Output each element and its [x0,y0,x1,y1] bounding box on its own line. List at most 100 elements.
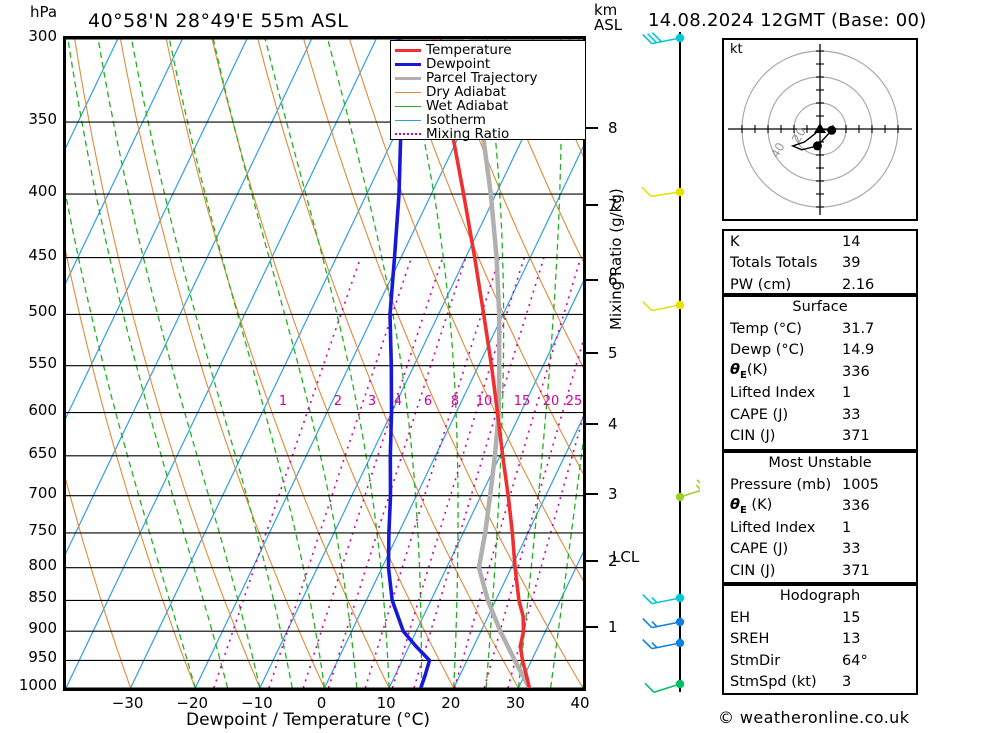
wet-adiabat-line [130,39,293,688]
height-tick-label: 2 [608,552,618,571]
height-tick-mark [586,279,598,282]
wind-barb-flag [642,301,653,312]
dewpoint-curve [386,39,432,688]
row-value: 1005 [842,476,879,493]
legend-label: Mixing Ratio [426,125,510,142]
table-row: Lifted Index 1 [724,517,916,539]
isotherm-line [66,39,183,284]
mixing-ratio-line [213,257,362,688]
wind-barb-flag [642,618,653,629]
mixing-ratio-label: 20 [542,393,560,409]
pressure-tick-label: 1000 [18,676,57,694]
x-axis-tick-label: −10 [241,694,273,712]
pressure-tick-label: 800 [28,555,57,574]
pressure-tick-label: 650 [28,443,57,462]
mixing-ratio-label: 4 [393,393,403,409]
pressure-unit-label: hPa [30,3,58,21]
table-row: CIN (J) 371 [724,560,916,582]
row-label: CAPE (J) [730,406,789,423]
mixing-ratio-axis-title: Mixing Ratio (g/kg) [607,188,625,330]
pressure-tick-label: 350 [28,110,57,129]
legend-item: Parcel Trajectory [395,71,585,85]
parcel-line [464,39,532,688]
table-row: Temp (°C) 31.7 [724,318,916,340]
temperature-axis-ticks: −30 −20 −10 0 10 20 30 40 [63,694,590,714]
wind-barb-shaft [651,304,681,312]
row-label: StmDir [730,652,781,669]
height-tick-label: 5 [608,344,618,363]
isotherm-line [259,39,571,688]
pressure-tick-label: 950 [28,648,57,667]
most-unstable-table: Most Unstable Pressure (mb) 1005 θE (K) 336 L… [722,451,918,584]
dry-adiabat-line [440,39,583,369]
x-axis-tick-label: 40 [570,694,590,712]
mixing-ratio-label: 2 [333,393,343,409]
table-row: Lifted Index 1 [724,383,916,405]
legend-label: Isotherm [426,111,486,128]
x-axis-tick-label: 30 [505,694,525,712]
wind-barb-shaft [653,683,681,694]
isotherm-line [453,416,583,688]
row-value: 14 [842,233,861,250]
legend-swatch [395,105,421,107]
legend-swatch [395,119,421,121]
temp-line [432,39,532,688]
wind-barb-flag [642,639,653,650]
legend-label: Wet Adiabat [426,97,509,114]
row-label: Temp (°C) [730,320,802,337]
isotherm-line [517,551,583,688]
pressure-tick-label: 700 [28,483,57,502]
pressure-tick-label: 750 [28,520,57,539]
table-title: Most Unstable [768,455,872,471]
legend-swatch [395,48,421,52]
row-label: Dewp (°C) [730,342,805,359]
x-axis-tick-label: −20 [176,694,209,712]
hodograph-point [827,125,837,135]
height-tick-mark [586,560,598,563]
wind-barb-flag [642,594,653,605]
table-row: Dewp (°C) 14.9 [724,340,916,362]
copyright-credit: © weatheronline.co.uk [718,708,910,727]
row-value: 33 [842,406,861,423]
x-axis-tick-label: 0 [316,694,327,712]
hodograph-unit-label: kt [730,42,743,57]
legend-item: Wet Adiabat [395,99,585,113]
row-value: 371 [842,562,870,579]
row-label: Pressure (mb) [730,476,832,493]
isotherm-line [66,39,377,688]
storm-motion-marker [814,123,826,133]
height-tick-mark [586,352,598,355]
legend-item: Isotherm [395,113,585,127]
row-value: 371 [842,428,870,445]
wind-barb-flag [642,34,653,45]
wind-barb-flag [641,186,652,197]
mixing-ratio-line [453,257,582,688]
row-label: PW (cm) [730,276,792,293]
table-row: StmDir 64° [724,650,916,672]
row-label: Lifted Index [730,385,816,402]
hodograph-point [812,141,822,151]
skewt-diagram[interactable] [63,36,586,691]
mixing-ratio-label: 1 [278,393,288,409]
legend-item: Dewpoint [395,57,585,71]
row-value: 336 [842,363,870,380]
height-tick-label: 3 [608,484,618,503]
dewp-line [386,39,432,688]
row-label: CIN (J) [730,428,776,445]
hodograph-stats-table: Hodograph EH 15 SREH 13 StmDir 64° StmSpd (kt) 3 [722,584,918,695]
pressure-tick-label: 500 [28,302,57,321]
row-value: 15 [842,609,861,626]
row-value: 2.16 [842,276,875,293]
pressure-tick-label: 850 [28,588,57,607]
hodograph[interactable]: kt 20 40 [722,38,918,221]
isotherm-line [388,280,583,688]
table-title: Surface [792,299,848,315]
legend-swatch [395,133,421,135]
row-value: 1 [842,385,852,402]
pressure-tick-label: 550 [28,353,57,372]
height-tick-mark [586,204,598,207]
lcl-label: LCL [612,547,640,566]
mixing-ratio-line [302,257,444,688]
pressure-tick-label: 300 [28,27,57,45]
pressure-tick-label: 400 [28,182,57,201]
